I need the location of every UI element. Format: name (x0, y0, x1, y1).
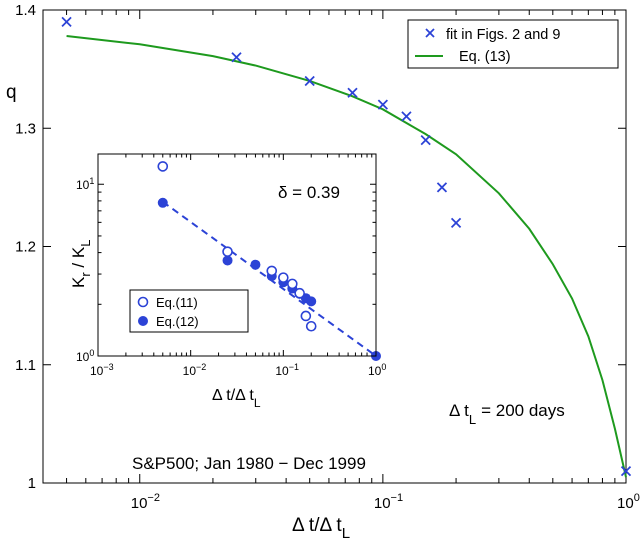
main-y-tick-label: 1.1 (15, 357, 36, 374)
fit-point-marker (620, 466, 632, 477)
inset-x-tick-label: 10−1 (275, 362, 299, 378)
fit-point-marker (450, 217, 462, 228)
fit-point-marker (347, 87, 358, 98)
delta-tl-value: = 200 days (481, 401, 565, 420)
inset-delta-annotation: δ = 0.39 (278, 183, 340, 202)
main-x-tick-label: 10−2 (131, 492, 160, 512)
inset-eq12-point (222, 255, 233, 266)
main-y-tick-label: 1 (28, 475, 36, 492)
inset-eq12-point (250, 259, 261, 270)
main-legend-marker-x (425, 28, 435, 38)
inset-y-tick-label: 100 (76, 348, 94, 364)
inset-y-label-mid: / K (69, 246, 88, 272)
fit-point-marker (420, 134, 431, 146)
main-x-tick-label: 100 (617, 492, 640, 512)
fit-point-marker (436, 182, 448, 193)
main-x-tick-label: 10−1 (374, 492, 403, 512)
inset-x-tick-label: 100 (368, 362, 386, 378)
inset-x-label-text: Δ t/Δ t (212, 387, 254, 404)
inset-eq12-point (157, 197, 168, 208)
inset-eq11-point (300, 310, 312, 322)
delta-tl-subscript: L (469, 412, 476, 427)
inset-fit-line (162, 201, 377, 357)
main-legend-box (407, 19, 619, 69)
inset-eq12-point (306, 296, 317, 307)
eq13-curve (66, 35, 627, 478)
delta-tl-annotation: Δ tL = 200 days (449, 401, 565, 427)
fit-point-marker (231, 52, 242, 63)
inset-y-label-sub-l: L (78, 240, 93, 247)
inset-x-tick-label: 10−3 (90, 362, 114, 378)
inset-x-axis-label: Δ t/Δ tL (212, 387, 261, 410)
inset-x-tick-label: 10−2 (183, 362, 207, 378)
main-legend-label-fit: fit in Figs. 2 and 9 (446, 27, 560, 43)
main-y-axis-label: q (6, 82, 17, 103)
inset-plot-frame (97, 153, 377, 357)
inset-legend-label-eq12: Eq.(12) (156, 314, 199, 329)
fit-point-marker (401, 111, 412, 122)
inset-eq11-point (305, 320, 317, 332)
fit-point-marker (304, 75, 315, 87)
inset-eq11-point (287, 278, 298, 290)
inset-x-label-subscript: L (254, 396, 261, 410)
main-chart: 10−2 10−1 100 11.11.21.31.4 q Δ t/Δ tL fit… (6, 2, 640, 542)
inset-legend-marker-filled (138, 316, 148, 326)
inset-y-axis-label: Kr / KL (69, 240, 93, 288)
inset-y-label-sub-r: r (78, 272, 93, 277)
inset-eq11-point (157, 161, 169, 172)
main-y-tick-label: 1.4 (15, 2, 36, 19)
dataset-annotation: S&P500; Jan 1980 − Dec 1999 (132, 454, 366, 473)
fit-point-marker (61, 16, 72, 27)
inset-y-tick-label: 101 (76, 176, 94, 192)
main-x-axis-label-subscript: L (342, 525, 350, 542)
inset-eq11-point (278, 272, 289, 283)
main-x-axis-label-text: Δ t/Δ t (292, 515, 342, 536)
delta-tl-prefix: Δ t (449, 401, 469, 420)
main-y-tick-label: 1.3 (15, 120, 36, 137)
inset-legend-marker-open (137, 296, 149, 308)
main-legend-label-eq13: Eq. (13) (459, 49, 511, 65)
main-legend: fit in Figs. 2 and 9 Eq. (13) (407, 19, 619, 69)
inset-eq11-point (222, 246, 233, 257)
inset-eq11-point (266, 265, 278, 277)
inset-legend-box (129, 289, 249, 333)
inset-y-label-k: K (69, 276, 88, 288)
main-y-tick-label: 1.2 (15, 239, 36, 256)
inset-eq11-point (294, 287, 305, 299)
main-x-axis-label: Δ t/Δ tL (292, 515, 350, 542)
fit-point-marker (377, 99, 389, 110)
inset-legend-label-eq11: Eq.(11) (156, 295, 198, 310)
inset-legend: Eq.(11) Eq.(12) (129, 289, 249, 333)
